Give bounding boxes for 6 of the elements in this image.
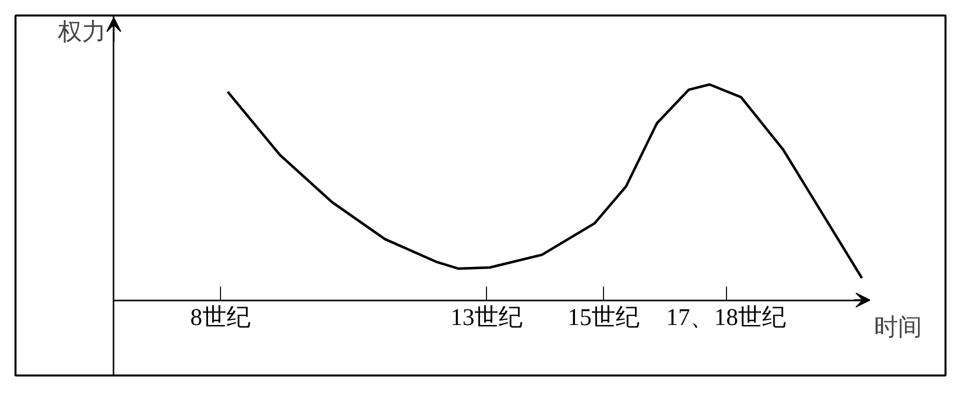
x-tick-label: 15世纪 — [568, 305, 640, 332]
x-tick-label: 13世纪 — [450, 305, 523, 332]
x-axis-title: 时间 — [874, 314, 922, 341]
x-tick-label: 8世纪 — [190, 305, 250, 332]
y-axis-title: 权力 — [56, 20, 106, 46]
x-tick-label: 17、18世纪 — [666, 305, 786, 332]
